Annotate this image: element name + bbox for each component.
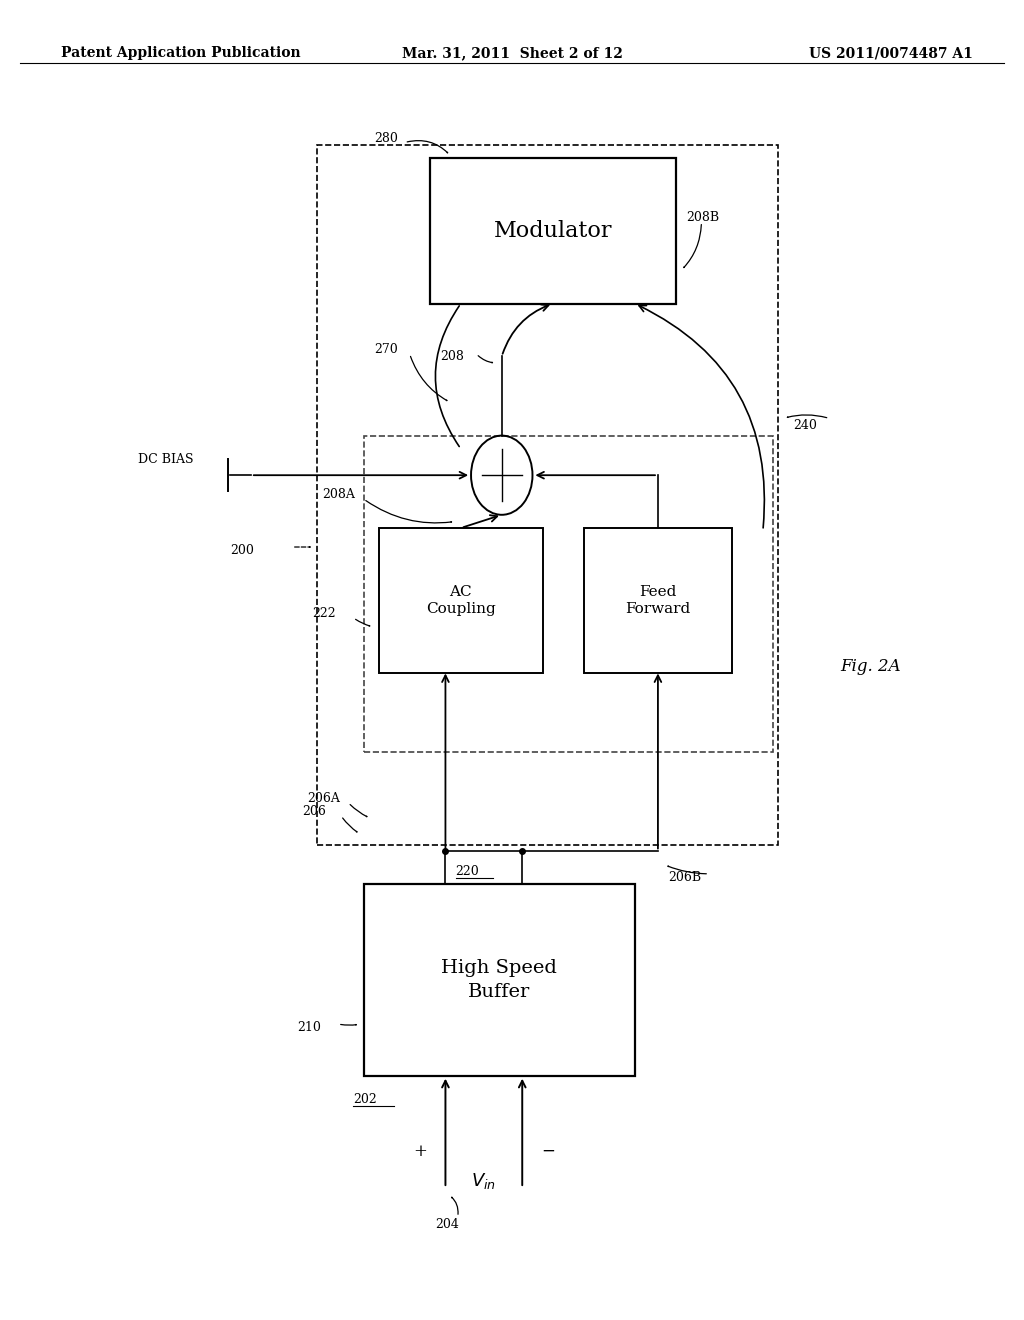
FancyArrowPatch shape bbox=[343, 818, 357, 832]
Text: 206B: 206B bbox=[668, 871, 701, 884]
Text: 200: 200 bbox=[230, 544, 254, 557]
Text: 210: 210 bbox=[297, 1022, 321, 1035]
Text: 280: 280 bbox=[374, 132, 397, 145]
FancyArrowPatch shape bbox=[411, 356, 446, 400]
Text: 270: 270 bbox=[374, 343, 397, 356]
Text: Fig. 2A: Fig. 2A bbox=[840, 659, 901, 675]
FancyArrowPatch shape bbox=[668, 866, 707, 874]
Text: US 2011/0074487 A1: US 2011/0074487 A1 bbox=[809, 46, 973, 61]
Text: Modulator: Modulator bbox=[494, 220, 612, 242]
Text: AC
Coupling: AC Coupling bbox=[426, 585, 496, 616]
FancyArrowPatch shape bbox=[787, 414, 826, 417]
Bar bbox=[317, 145, 778, 845]
Text: 204: 204 bbox=[435, 1218, 459, 1232]
Text: 202: 202 bbox=[353, 1093, 377, 1106]
Text: High Speed
Buffer: High Speed Buffer bbox=[441, 960, 557, 1001]
Text: 206A: 206A bbox=[307, 792, 340, 805]
Bar bbox=[430, 158, 676, 304]
Text: DC BIAS: DC BIAS bbox=[138, 453, 194, 466]
Bar bbox=[364, 884, 635, 1076]
Text: 208A: 208A bbox=[323, 488, 355, 502]
Text: Mar. 31, 2011  Sheet 2 of 12: Mar. 31, 2011 Sheet 2 of 12 bbox=[401, 46, 623, 61]
Bar bbox=[364, 436, 773, 752]
Text: 220: 220 bbox=[456, 865, 479, 878]
Text: −: − bbox=[541, 1143, 555, 1159]
Text: $V_{\mathit{in}}$: $V_{\mathit{in}}$ bbox=[471, 1171, 497, 1191]
Text: 208: 208 bbox=[440, 350, 464, 363]
FancyArrowPatch shape bbox=[366, 500, 452, 523]
Text: 240: 240 bbox=[794, 418, 817, 432]
FancyArrowPatch shape bbox=[684, 224, 701, 268]
FancyArrowPatch shape bbox=[478, 355, 493, 363]
Text: 208B: 208B bbox=[686, 211, 719, 224]
Text: Feed
Forward: Feed Forward bbox=[626, 585, 690, 616]
Bar bbox=[584, 528, 732, 673]
FancyArrowPatch shape bbox=[408, 141, 447, 153]
FancyArrowPatch shape bbox=[452, 1197, 458, 1214]
Text: 222: 222 bbox=[312, 607, 336, 620]
Text: 206: 206 bbox=[302, 805, 326, 818]
FancyArrowPatch shape bbox=[350, 804, 367, 817]
Bar bbox=[379, 528, 543, 673]
FancyArrowPatch shape bbox=[355, 619, 370, 626]
Text: Patent Application Publication: Patent Application Publication bbox=[61, 46, 301, 61]
Text: +: + bbox=[413, 1143, 427, 1159]
